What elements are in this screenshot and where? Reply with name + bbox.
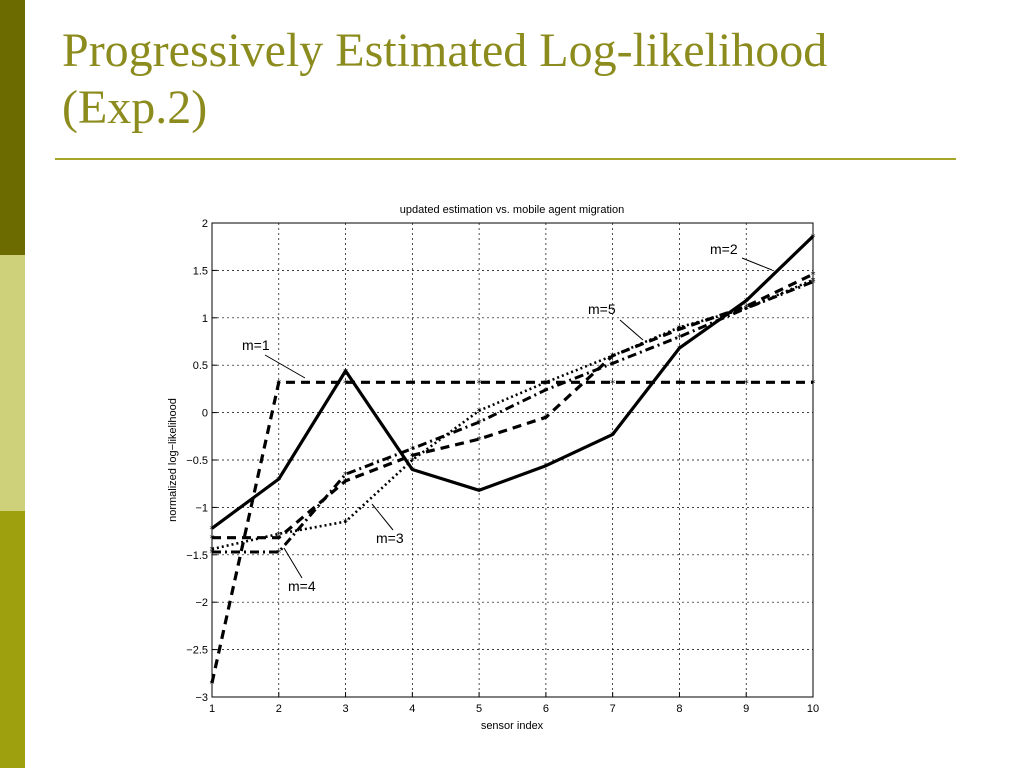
data-point-marker: * <box>410 451 415 462</box>
data-point-marker: * <box>477 486 482 497</box>
data-point-marker: * <box>610 378 615 389</box>
annotation-m2: m=2 <box>710 241 738 257</box>
data-point-marker: * <box>744 297 749 308</box>
data-point-marker: * <box>677 323 682 334</box>
data-point-marker: * <box>677 344 682 355</box>
data-point-marker: * <box>276 530 281 541</box>
data-point-marker: * <box>543 378 548 389</box>
data-point-marker: * <box>677 378 682 389</box>
axis-ticks: 1 2 3 4 5 6 7 8 9 10 2 1.5 1 0.5 0 −0.5 −1 −1.5 −2 −2.5 −3 <box>186 218 819 715</box>
data-point-marker: * <box>477 407 482 418</box>
sidebar-dark-segment <box>0 0 25 255</box>
series-line-m4 <box>212 280 814 554</box>
series-lines <box>210 235 815 684</box>
annotations: m=1 m=2 m=3 m=4 m=5 <box>242 241 773 594</box>
data-point-marker: * <box>276 534 281 545</box>
y-tick-label: −1 <box>195 502 208 514</box>
data-point-marker: * <box>543 413 548 424</box>
annotation-arrow-m1 <box>264 354 306 379</box>
data-point-marker: * <box>744 304 749 315</box>
y-axis-label: normalized log−likelihood <box>167 398 179 522</box>
data-point-marker: * <box>410 456 415 467</box>
annotation-arrow-m5 <box>619 319 644 341</box>
sidebar-mid-segment <box>0 511 25 768</box>
data-point-marker: * <box>610 352 615 363</box>
x-tick-label: 2 <box>276 703 282 715</box>
data-point-marker: * <box>744 304 749 315</box>
y-tick-label: −0.5 <box>186 455 208 467</box>
y-tick-label: 2 <box>202 218 208 230</box>
data-point-marker: * <box>343 470 348 481</box>
x-tick-label: 9 <box>743 703 749 715</box>
data-point-marker: * <box>477 378 482 389</box>
data-point-marker: * <box>343 367 348 378</box>
annotation-arrow-m4 <box>283 547 303 579</box>
data-point-marker: * <box>276 378 281 389</box>
y-tick-label: −3 <box>195 692 208 704</box>
x-tick-label: 10 <box>807 703 819 715</box>
y-tick-label: 1 <box>202 313 208 325</box>
y-tick-label: −1.5 <box>186 550 208 562</box>
series-line-m1 <box>210 380 813 684</box>
y-tick-label: 0 <box>202 408 208 420</box>
data-point-marker: * <box>410 465 415 476</box>
data-point-marker: * <box>610 430 615 441</box>
x-tick-label: 4 <box>409 703 415 715</box>
data-point-marker: * <box>610 359 615 370</box>
annotation-m1: m=1 <box>242 337 270 353</box>
series-line-m2 <box>211 235 815 530</box>
data-point-marker: * <box>677 333 682 344</box>
series-line-m5 <box>212 272 814 540</box>
x-tick-label: 1 <box>209 703 215 715</box>
annotation-m4: m=4 <box>288 578 316 594</box>
data-point-marker: * <box>677 325 682 336</box>
slide-sidebar <box>0 0 25 768</box>
y-tick-label: −2 <box>195 597 208 609</box>
data-point-marker: * <box>744 302 749 313</box>
x-tick-label: 6 <box>543 703 549 715</box>
slide-title: Progressively Estimated Log-likelihood (… <box>62 22 962 136</box>
data-point-marker: * <box>343 477 348 488</box>
data-point-marker: * <box>610 352 615 363</box>
data-point-marker: * <box>477 435 482 446</box>
annotation-arrow-m3 <box>371 503 394 531</box>
title-rule <box>55 158 956 160</box>
x-tick-label: 7 <box>610 703 616 715</box>
x-tick-label: 8 <box>676 703 682 715</box>
y-tick-label: −2.5 <box>186 645 208 657</box>
annotation-arrow-m2 <box>741 257 773 271</box>
data-point-marker: * <box>410 445 415 456</box>
y-tick-label: 0.5 <box>193 360 208 372</box>
data-point-marker: * <box>543 378 548 389</box>
x-axis-label: sensor index <box>481 720 544 732</box>
annotation-m5: m=5 <box>588 301 616 317</box>
annotation-m3: m=3 <box>376 530 404 546</box>
data-point-marker: * <box>276 548 281 559</box>
data-point-marker: * <box>744 378 749 389</box>
slide-title-line1: Progressively Estimated Log-likelihood <box>62 24 828 77</box>
x-tick-label: 5 <box>476 703 482 715</box>
slide-title-line2: (Exp.2) <box>62 81 208 134</box>
data-point-marker: * <box>543 462 548 473</box>
chart-title: updated estimation vs. mobile agent migr… <box>400 204 624 216</box>
x-tick-label: 3 <box>342 703 348 715</box>
data-point-marker: * <box>543 386 548 397</box>
data-point-marker: * <box>477 418 482 429</box>
data-point-marker: * <box>343 378 348 389</box>
sidebar-light-segment <box>0 255 25 511</box>
data-point-marker: * <box>343 518 348 529</box>
data-point-marker: * <box>276 475 281 486</box>
data-point-marker: * <box>410 378 415 389</box>
y-tick-label: 1.5 <box>193 265 208 277</box>
